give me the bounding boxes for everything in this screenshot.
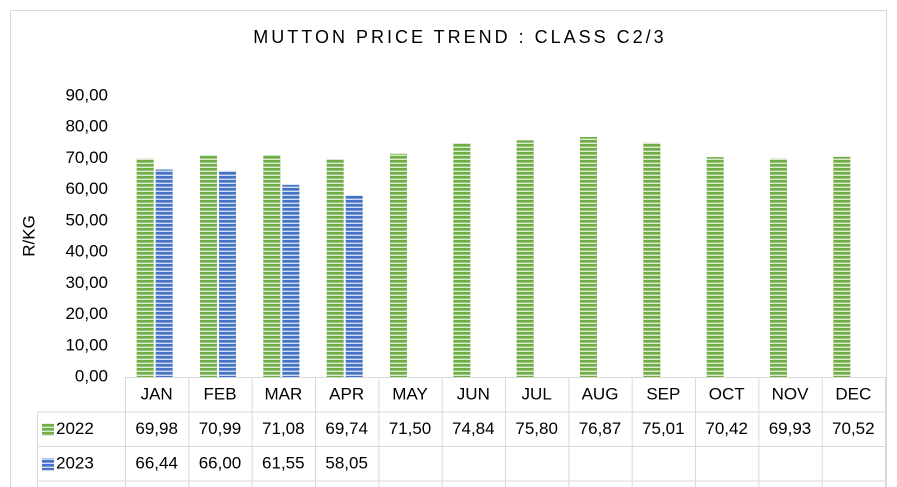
y-tick-label: 0,00	[75, 366, 108, 385]
x-tick-label: NOV	[772, 385, 810, 404]
x-tick-label: FEB	[203, 385, 236, 404]
bar	[326, 159, 344, 377]
bar	[282, 184, 300, 377]
y-tick-label: 10,00	[65, 335, 108, 354]
data-label: 69,98	[135, 419, 178, 438]
data-label: 71,08	[262, 419, 305, 438]
bar-fill	[643, 142, 661, 377]
y-tick-label: 60,00	[65, 179, 108, 198]
legend-swatch-stripe	[42, 423, 54, 436]
y-tick-label: 20,00	[65, 304, 108, 323]
chart-frame	[10, 10, 887, 487]
data-label: 70,42	[705, 419, 748, 438]
bar-fill	[326, 159, 344, 377]
bar-fill	[136, 158, 154, 377]
bar	[263, 155, 281, 377]
y-tick-label: 70,00	[65, 148, 108, 167]
data-label: 70,99	[199, 419, 242, 438]
x-tick-label: JUN	[457, 385, 490, 404]
bar	[833, 156, 851, 377]
data-label: 74,84	[452, 419, 495, 438]
legend-swatch-stripe	[42, 458, 54, 471]
bar-fill	[155, 169, 173, 377]
bar	[155, 169, 173, 377]
data-label: 71,50	[389, 419, 432, 438]
x-tick-label: OCT	[709, 385, 745, 404]
bar	[770, 158, 787, 377]
bar-fill	[706, 157, 724, 377]
bar	[453, 143, 471, 377]
x-tick-label: MAR	[264, 385, 302, 404]
data-label: 66,44	[135, 454, 178, 473]
bar	[200, 155, 217, 377]
data-label: 69,74	[325, 419, 368, 438]
y-tick-label: 90,00	[65, 85, 108, 104]
data-label: 69,93	[769, 419, 812, 438]
bar	[136, 158, 154, 377]
x-tick-label: APR	[329, 385, 364, 404]
data-label: 75,01	[642, 419, 685, 438]
bar-fill	[219, 170, 236, 377]
bar	[219, 170, 236, 377]
bar	[345, 195, 363, 377]
x-tick-label: DEC	[835, 385, 871, 404]
data-label: 70,52	[832, 419, 875, 438]
y-tick-label: 30,00	[65, 273, 108, 292]
bar-fill	[345, 195, 363, 377]
bar-fill	[390, 153, 407, 377]
legend-label: 2022	[56, 419, 94, 438]
data-label: 76,87	[579, 419, 622, 438]
bar-fill	[263, 155, 281, 377]
data-label: 61,55	[262, 454, 305, 473]
data-label: 66,00	[199, 454, 242, 473]
data-label: 58,05	[325, 454, 368, 473]
y-tick-label: 40,00	[65, 242, 108, 261]
y-tick-label: 50,00	[65, 210, 108, 229]
x-tick-label: JUL	[522, 385, 552, 404]
bar-fill	[282, 184, 300, 377]
y-axis-label: R/KG	[19, 215, 38, 257]
bar	[516, 140, 534, 377]
bar-fill	[200, 155, 217, 377]
bar	[643, 142, 661, 377]
data-label: 75,80	[515, 419, 558, 438]
x-tick-label: SEP	[646, 385, 680, 404]
x-tick-label: MAY	[392, 385, 428, 404]
bar-fill	[453, 143, 471, 377]
bar-fill	[770, 158, 787, 377]
bar-fill	[833, 156, 851, 377]
bar	[390, 153, 407, 377]
y-tick-label: 80,00	[65, 117, 108, 136]
bar	[706, 157, 724, 377]
bar	[580, 136, 597, 377]
bar-fill	[516, 140, 534, 377]
x-tick-label: AUG	[582, 385, 619, 404]
bar-fill	[580, 136, 597, 377]
legend-label: 2023	[56, 454, 94, 473]
x-tick-label: JAN	[141, 385, 173, 404]
chart-title: MUTTON PRICE TREND : CLASS C2/3	[253, 27, 666, 47]
